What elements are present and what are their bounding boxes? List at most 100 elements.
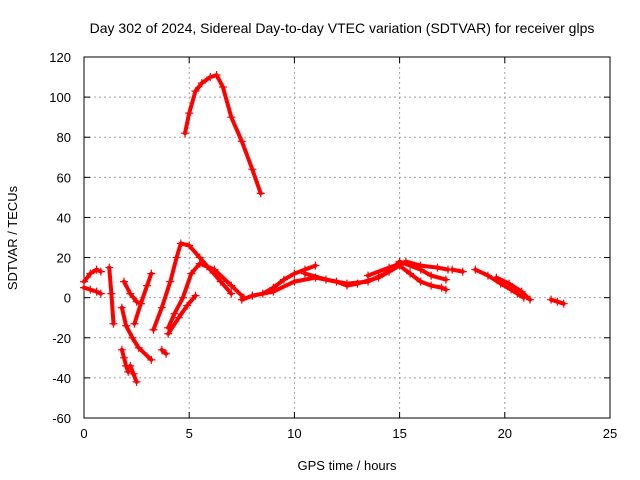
data-point xyxy=(517,287,526,296)
data-point xyxy=(162,349,171,358)
series-line xyxy=(151,241,234,332)
series-line xyxy=(183,73,263,196)
data-point xyxy=(86,269,95,278)
data-point xyxy=(109,319,118,328)
y-tick-label: 80 xyxy=(57,130,71,145)
series-arc-20 xyxy=(492,273,535,304)
data-point xyxy=(416,261,425,270)
data-point xyxy=(80,283,88,292)
series-line xyxy=(82,285,103,296)
data-point xyxy=(117,345,126,354)
data-point xyxy=(107,289,116,298)
chart-title: Day 302 of 2024, Sidereal Day-to-day VTE… xyxy=(90,20,595,36)
data-point xyxy=(157,303,166,312)
y-tick-label: 40 xyxy=(57,210,71,225)
data-point xyxy=(185,109,194,118)
data-point xyxy=(237,137,246,146)
series-arc-3 xyxy=(105,263,118,328)
grid xyxy=(84,57,610,418)
data-point xyxy=(364,271,373,280)
data-point xyxy=(96,267,105,276)
data-point xyxy=(248,165,257,174)
data-point xyxy=(157,345,166,354)
data-point xyxy=(458,267,467,276)
data-point xyxy=(170,309,179,318)
data-point xyxy=(92,265,101,274)
series-arc-10 xyxy=(149,239,236,334)
data-point xyxy=(553,297,562,306)
data-point xyxy=(406,269,415,278)
data-point xyxy=(130,319,139,328)
data-point xyxy=(185,241,194,250)
data-point xyxy=(191,87,200,96)
data-point xyxy=(559,299,568,308)
data-point xyxy=(86,285,95,294)
series-arc-2 xyxy=(80,283,105,298)
data-point xyxy=(526,295,535,304)
data-point xyxy=(206,73,215,82)
data-point xyxy=(180,129,189,138)
data-point xyxy=(483,271,492,280)
data-point xyxy=(237,295,246,304)
data-point xyxy=(132,297,141,306)
data-point xyxy=(321,275,330,284)
y-tick-label: 20 xyxy=(57,251,71,266)
series-line xyxy=(82,267,103,284)
data-point xyxy=(195,259,204,268)
data-point xyxy=(427,281,436,290)
data-point xyxy=(197,79,206,88)
y-tick-label: 100 xyxy=(49,90,71,105)
x-tick-label: 0 xyxy=(80,426,87,441)
data-point xyxy=(172,253,181,262)
data-point xyxy=(401,257,410,266)
data-point xyxy=(149,325,158,334)
y-tick-label: -40 xyxy=(52,371,71,386)
x-tick-label: 20 xyxy=(498,426,512,441)
series-arc-18 xyxy=(448,265,467,276)
data-point xyxy=(134,343,143,352)
data-point xyxy=(183,301,192,310)
data-point xyxy=(448,265,457,274)
series-arc-1 xyxy=(80,265,105,286)
data-point xyxy=(164,329,173,338)
data-point xyxy=(128,333,137,342)
data-point xyxy=(191,291,200,300)
data-point xyxy=(269,287,278,296)
series-line xyxy=(132,271,154,326)
series-line xyxy=(166,261,246,330)
data-point xyxy=(143,281,152,290)
y-tick-label: 120 xyxy=(49,50,71,65)
data-point xyxy=(290,277,299,286)
data-point xyxy=(119,277,128,286)
series-arc-4 xyxy=(117,345,133,376)
data-point xyxy=(147,269,156,278)
series-arc-5 xyxy=(126,361,141,386)
x-tick-label: 10 xyxy=(287,426,301,441)
data-point xyxy=(122,321,131,330)
series-line xyxy=(122,279,143,306)
series-arc-14 xyxy=(237,261,320,304)
data-point xyxy=(218,83,227,92)
data-point xyxy=(416,277,425,286)
data-point xyxy=(92,287,101,296)
series-arc-12 xyxy=(164,291,200,338)
series xyxy=(80,71,568,386)
data-point xyxy=(227,289,236,298)
data-point xyxy=(227,281,236,290)
data-point xyxy=(166,277,175,286)
series-arc-6 xyxy=(117,303,156,364)
data-point xyxy=(290,269,299,278)
data-point xyxy=(187,269,196,278)
y-axis-label: SDTVAR / TECUs xyxy=(5,185,20,290)
data-point xyxy=(132,377,141,386)
data-point xyxy=(248,291,257,300)
data-point xyxy=(505,279,514,288)
data-point xyxy=(311,261,320,270)
data-point xyxy=(437,283,446,292)
data-point xyxy=(471,265,480,274)
series-line xyxy=(166,293,198,336)
data-point xyxy=(441,275,450,284)
data-point xyxy=(300,269,309,278)
series-arc-9 xyxy=(157,345,171,358)
x-tick-label: 5 xyxy=(186,426,193,441)
